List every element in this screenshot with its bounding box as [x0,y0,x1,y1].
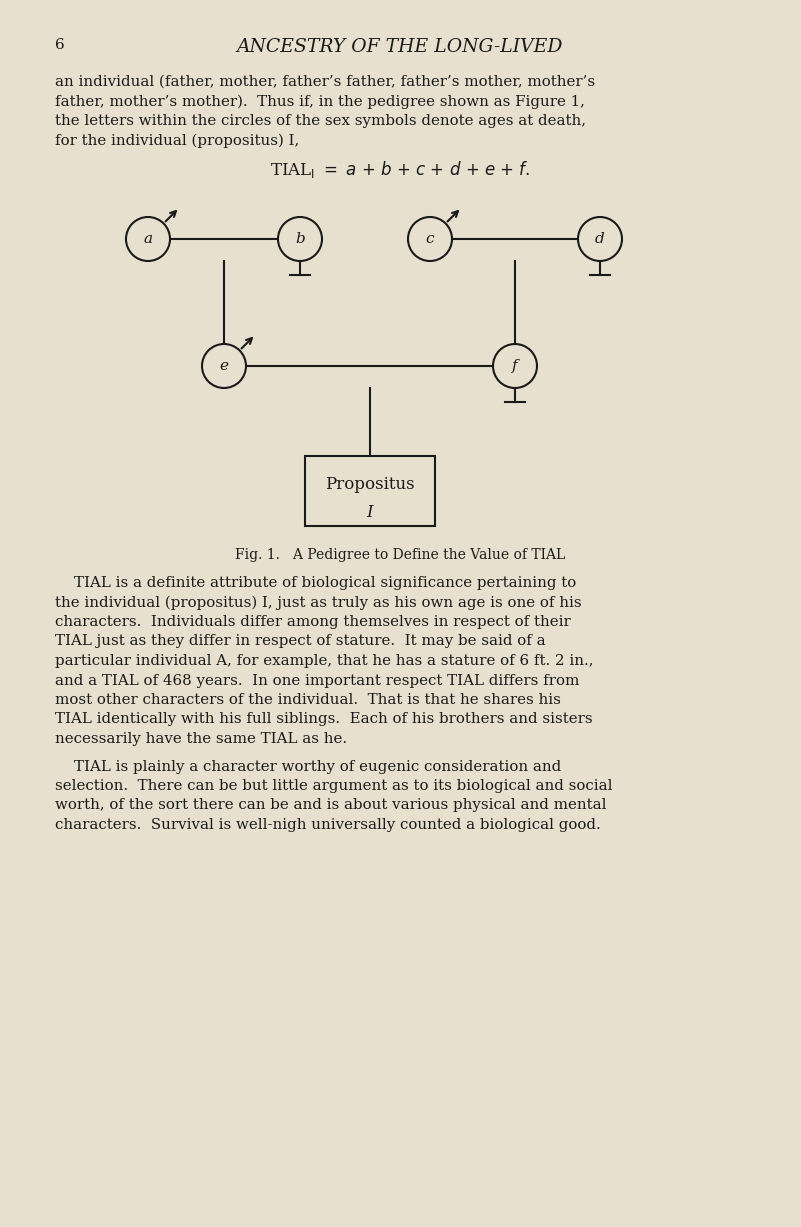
Text: TIAL is plainly a character worthy of eugenic consideration and: TIAL is plainly a character worthy of eu… [55,760,562,773]
Text: the letters within the circles of the sex symbols denote ages at death,: the letters within the circles of the se… [55,114,586,128]
Circle shape [578,217,622,261]
Bar [304,456,434,526]
Circle shape [126,217,170,261]
Text: the individual (propositus) I, just as truly as his own age is one of his: the individual (propositus) I, just as t… [55,595,582,610]
Text: and a TIAL of 468 years.  In one important respect TIAL differs from: and a TIAL of 468 years. In one importan… [55,674,579,687]
Text: I: I [366,504,372,521]
Text: b: b [295,232,305,245]
Circle shape [493,344,537,388]
Text: TIAL just as they differ in respect of stature.  It may be said of a: TIAL just as they differ in respect of s… [55,634,545,649]
Circle shape [202,344,246,388]
Text: selection.  There can be but little argument as to its biological and social: selection. There can be but little argum… [55,779,613,793]
Text: particular individual A, for example, that he has a stature of 6 ft. 2 in.,: particular individual A, for example, th… [55,654,594,667]
Text: a: a [143,232,152,245]
Circle shape [278,217,322,261]
Text: ANCESTRY OF THE LONG-LIVED: ANCESTRY OF THE LONG-LIVED [237,38,563,56]
Text: worth, of the sort there can be and is about various physical and mental: worth, of the sort there can be and is a… [55,799,606,812]
Text: most other characters of the individual.  That is that he shares his: most other characters of the individual.… [55,693,561,707]
Text: c: c [426,232,434,245]
Text: f: f [512,360,517,373]
Text: d: d [595,232,605,245]
Text: characters.  Individuals differ among themselves in respect of their: characters. Individuals differ among the… [55,615,571,629]
Text: 6: 6 [55,38,65,52]
Text: characters.  Survival is well-nigh universally counted a biological good.: characters. Survival is well-nigh univer… [55,818,601,832]
Text: TIAL identically with his full siblings.  Each of his brothers and sisters: TIAL identically with his full siblings.… [55,713,593,726]
Text: necessarily have the same TIAL as he.: necessarily have the same TIAL as he. [55,733,347,746]
Text: e: e [219,360,228,373]
Text: TIAL$_{\rm I}$ $=$ $a$ $+$ $b$ $+$ $c$ $+$ $d$ $+$ $e$ $+$ $f$.: TIAL$_{\rm I}$ $=$ $a$ $+$ $b$ $+$ $c$ $… [270,160,530,180]
Text: an individual (father, mother, father’s father, father’s mother, mother’s: an individual (father, mother, father’s … [55,75,595,90]
Text: TIAL is a definite attribute of biological significance pertaining to: TIAL is a definite attribute of biologic… [55,575,576,590]
Text: Fig. 1.   A Pedigree to Define the Value of TIAL: Fig. 1. A Pedigree to Define the Value o… [235,548,566,562]
Text: for the individual (propositus) I,: for the individual (propositus) I, [55,134,300,148]
Circle shape [408,217,452,261]
Text: Propositus: Propositus [324,476,414,493]
Text: father, mother’s mother).  Thus if, in the pedigree shown as Figure 1,: father, mother’s mother). Thus if, in th… [55,94,585,109]
